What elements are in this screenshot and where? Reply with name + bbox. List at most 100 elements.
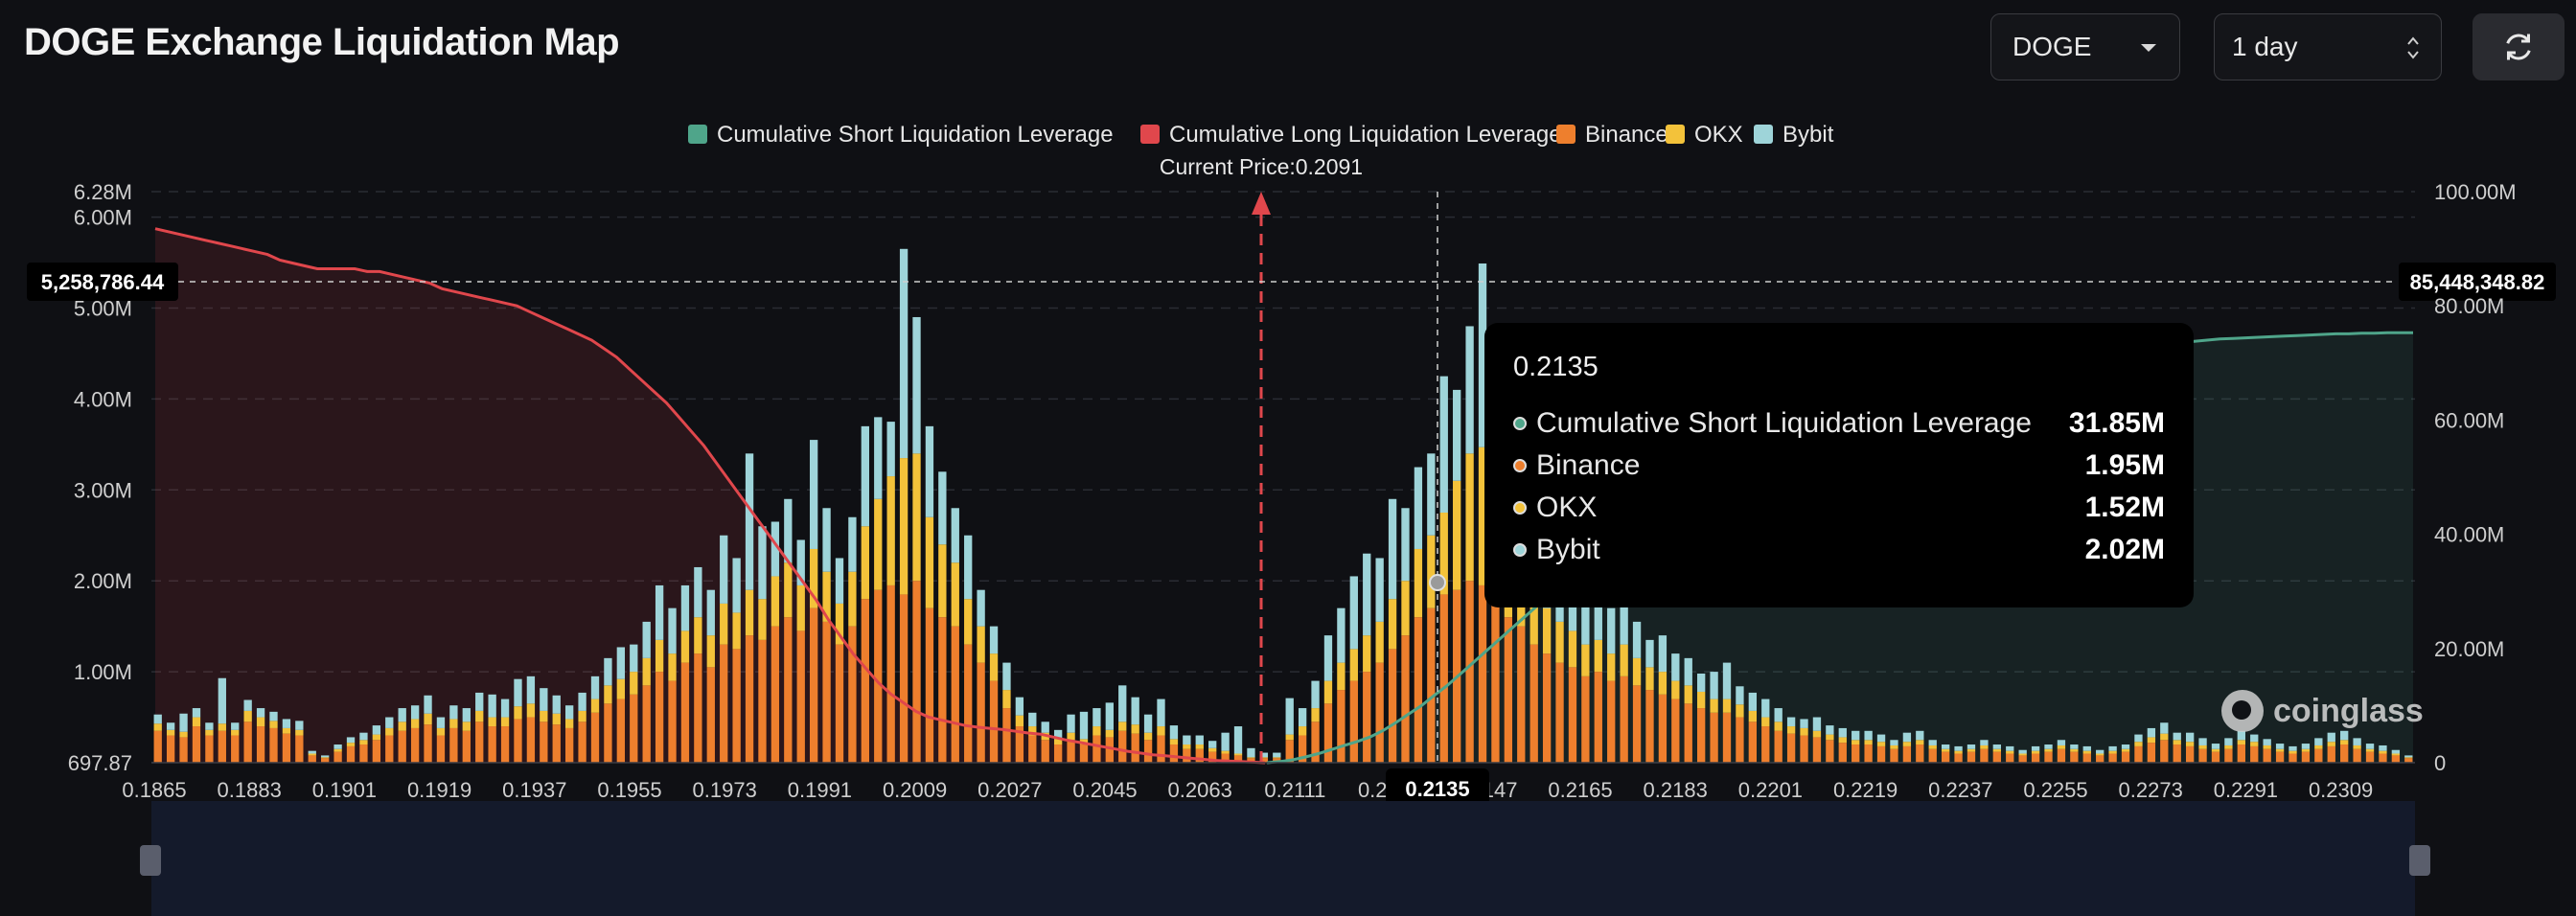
bar-okx: [2070, 748, 2079, 752]
bar-okx: [1478, 447, 1487, 585]
bar-okx: [2224, 744, 2233, 749]
bar-binance: [1568, 667, 1577, 763]
tooltip-name-short: Cumulative Short Liquidation Leverage: [1536, 407, 2032, 439]
bar-binance: [1658, 694, 1668, 763]
bar-binance: [1247, 758, 1255, 763]
bar-binance: [745, 635, 754, 763]
bar-binance: [2314, 748, 2323, 763]
bar-okx: [1748, 710, 1758, 722]
bar-bybit: [1401, 508, 1410, 582]
bar-bybit: [2031, 745, 2040, 751]
bar-okx: [886, 476, 895, 585]
bar-okx: [1414, 548, 1423, 618]
bar-okx: [231, 729, 240, 736]
bar-binance: [1491, 599, 1500, 763]
bar-bybit: [179, 713, 188, 732]
legend-label: Cumulative Short Liquidation Leverage: [717, 122, 1114, 148]
bar-binance: [514, 719, 522, 763]
bar-bybit: [1453, 389, 1461, 481]
bar-binance: [346, 745, 356, 763]
bar-bybit: [334, 744, 342, 749]
bar-okx: [449, 719, 458, 728]
bar-bybit: [2173, 732, 2181, 741]
bar-okx: [1247, 757, 1255, 759]
bar-binance: [2379, 753, 2387, 763]
bar-okx: [1876, 742, 1886, 746]
bar-binance: [2082, 753, 2091, 763]
x-tick-label: 0.1883: [218, 778, 282, 802]
bar-binance: [912, 581, 921, 763]
timeframe-select[interactable]: 1 day: [2214, 13, 2442, 80]
tooltip-name-okx: OKX: [1536, 492, 1598, 523]
coin-select[interactable]: DOGE: [1990, 13, 2180, 80]
bar-binance: [1980, 748, 1989, 763]
bar-okx: [166, 729, 175, 736]
bar-okx: [1620, 644, 1628, 676]
bar-binance: [706, 667, 715, 763]
bar-okx: [1786, 726, 1796, 734]
bar-bybit: [282, 719, 291, 728]
bar-binance: [616, 698, 626, 763]
bar-binance: [372, 740, 381, 763]
bar-okx: [964, 599, 973, 645]
range-slider-track: [151, 801, 2415, 916]
tooltip-dot-short: [1513, 417, 1527, 430]
x-tick-label: 0.1919: [407, 778, 472, 802]
bar-okx: [977, 626, 985, 663]
bar-bybit: [680, 584, 690, 631]
bar-okx: [899, 458, 908, 595]
bar-bybit: [1143, 714, 1153, 733]
bar-binance: [2185, 745, 2195, 763]
bar-binance: [1118, 730, 1127, 763]
refresh-icon: [2506, 34, 2531, 60]
bar-bybit: [540, 688, 548, 711]
x-tick-label: 0.1901: [312, 778, 377, 802]
bar-binance: [410, 727, 420, 763]
bar-okx: [1169, 739, 1179, 745]
bar-okx: [1002, 690, 1011, 709]
bar-okx: [1928, 744, 1937, 749]
bar-okx: [1298, 726, 1307, 736]
current-price-arrow-icon: [1252, 192, 1271, 215]
bar-bybit: [2314, 738, 2323, 745]
bar-bybit: [1349, 576, 1358, 650]
bar-binance: [1722, 712, 1732, 763]
bar-okx: [2160, 733, 2169, 741]
bar-bybit: [2147, 727, 2156, 738]
bar-binance: [861, 599, 869, 763]
refresh-button[interactable]: [2472, 13, 2564, 80]
bar-okx: [1568, 630, 1577, 668]
bar-bybit: [1620, 589, 1628, 645]
bar-bybit: [1323, 635, 1333, 681]
bar-okx: [1645, 667, 1654, 691]
bar-okx: [1632, 657, 1642, 686]
bar-binance: [1620, 676, 1628, 763]
bar-okx: [295, 729, 304, 736]
bar-bybit: [642, 621, 651, 658]
bar-bybit: [2379, 744, 2387, 751]
bar-okx: [308, 753, 316, 756]
y-left-tick-label: 3.00M: [74, 478, 132, 502]
bar-binance: [668, 680, 677, 763]
bar-bybit: [2108, 745, 2117, 751]
bar-bybit: [720, 535, 728, 604]
bar-bybit: [1337, 607, 1346, 663]
page-title: DOGE Exchange Liquidation Map: [24, 21, 620, 63]
bar-bybit: [1015, 697, 1024, 716]
x-tick-label: 0.1955: [597, 778, 661, 802]
bar-binance: [1954, 753, 1963, 763]
tooltip-name-binance: Binance: [1536, 449, 1641, 481]
bar-binance: [1285, 740, 1294, 763]
y-left-tick-label: 1.00M: [74, 660, 132, 684]
bar-binance: [809, 607, 818, 763]
bar-okx: [2379, 750, 2387, 754]
bar-okx: [1259, 757, 1269, 759]
tooltip-row-binance: Binance 1.95M: [1513, 445, 2165, 487]
bar-binance: [835, 644, 844, 763]
bar-bybit: [514, 678, 522, 707]
bar-bybit: [2365, 744, 2375, 749]
bar-okx: [1826, 734, 1834, 741]
bar-okx: [874, 498, 883, 590]
bar-binance: [2006, 753, 2014, 763]
tooltip-row-okx: OKX 1.52M: [1513, 487, 2165, 529]
